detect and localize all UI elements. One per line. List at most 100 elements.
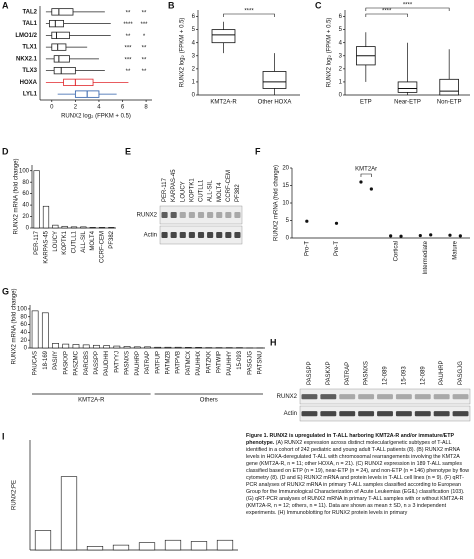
- category-label: PASSPP: [94, 351, 100, 375]
- band: [170, 232, 177, 238]
- significance: ****: [403, 3, 413, 9]
- lane-label: MOLT4: [217, 182, 223, 202]
- lane-label: LOUCY: [180, 181, 186, 202]
- y-tick-label: 2: [192, 66, 196, 72]
- category-label: PAUCAS: [33, 351, 39, 375]
- category-label: PAUHHY: [227, 351, 233, 376]
- panel-letter: A: [2, 0, 9, 10]
- bar: [52, 224, 59, 229]
- caption-title: Figure 1. RUNX2 is upregulated in T-ALL …: [246, 433, 454, 446]
- lane-label: CUTLL1: [199, 179, 205, 202]
- bar: [174, 346, 182, 349]
- group-label: Others: [200, 398, 218, 404]
- category-label: Pro-T: [304, 241, 310, 256]
- bar: [62, 343, 70, 349]
- bar: [133, 346, 141, 349]
- y-tick-label: 80: [20, 314, 27, 320]
- category-label: PATYYJ: [114, 351, 120, 373]
- category-label: Cortical: [393, 241, 399, 261]
- bar: [216, 539, 234, 551]
- y-tick-label: 20: [22, 214, 29, 220]
- point: [305, 219, 309, 223]
- band: [301, 411, 318, 417]
- bar: [144, 346, 151, 349]
- band: [197, 232, 205, 238]
- band: [339, 411, 356, 417]
- row-label: RUNX2: [137, 213, 158, 219]
- bracket: [223, 13, 275, 17]
- y-tick-label: 100: [17, 306, 28, 312]
- category-label: KMT2A-R: [210, 100, 237, 106]
- bar: [70, 226, 78, 229]
- category-label: PATZKK: [206, 351, 212, 373]
- y-tick-label: 4: [192, 40, 196, 46]
- point: [448, 233, 452, 237]
- category-label: HOXA: [20, 80, 38, 86]
- box: [63, 78, 94, 87]
- bar: [82, 344, 90, 349]
- band: [433, 411, 450, 417]
- point: [369, 187, 373, 191]
- band: [225, 232, 232, 238]
- category-label: Mature: [453, 240, 459, 259]
- bar: [190, 541, 208, 551]
- x-tick-label: 6: [121, 105, 125, 111]
- box: [51, 8, 74, 16]
- y-tick-label: 15: [282, 183, 289, 189]
- band: [358, 394, 375, 400]
- point: [458, 234, 462, 238]
- band: [320, 394, 337, 400]
- band: [216, 212, 223, 218]
- y-axis-label: RUNX2 mRNA (fold change): [12, 288, 18, 364]
- category-label: MOLT4: [90, 230, 96, 250]
- panel-letter: B: [168, 0, 175, 10]
- x-tick-label: 0: [50, 105, 54, 111]
- box: [51, 31, 70, 40]
- category-label: TLX3: [22, 68, 37, 74]
- y-tick-label: 0: [192, 93, 196, 99]
- group-label: KMT2A-R: [78, 398, 105, 404]
- band: [234, 232, 241, 238]
- y-tick-label: 0: [24, 346, 28, 352]
- point: [359, 180, 363, 184]
- y-tick-label: 6: [339, 14, 343, 20]
- band: [161, 212, 168, 218]
- box: [49, 19, 64, 28]
- bar: [195, 347, 202, 349]
- lane-label: PASSPP: [307, 361, 313, 385]
- band: [414, 394, 431, 400]
- significance: **: [126, 10, 131, 16]
- lane-label: ALL-SIL: [208, 180, 214, 202]
- bar: [61, 225, 68, 229]
- category-label: PASGJG: [247, 351, 253, 375]
- y-tick-label: 100: [19, 168, 30, 174]
- band: [452, 411, 469, 417]
- box: [262, 71, 287, 89]
- bracket: [365, 7, 450, 11]
- significance: ***: [124, 57, 132, 63]
- blot-frame: [159, 205, 243, 225]
- band: [377, 411, 393, 417]
- band: [358, 411, 375, 417]
- y-tick-label: 40: [20, 330, 27, 336]
- band: [207, 232, 214, 238]
- y-tick-label: 1: [339, 80, 343, 86]
- y-axis-label: RUNX2 log₂ (FPKM + 0.5): [327, 18, 333, 88]
- band: [301, 394, 318, 400]
- bar: [41, 312, 49, 349]
- point: [429, 233, 433, 237]
- band: [179, 212, 186, 218]
- row-label: RUNX2: [277, 394, 298, 400]
- category-label: PF382: [109, 230, 115, 248]
- band: [179, 232, 186, 238]
- category-label: TLX1: [22, 45, 37, 51]
- y-axis-label: RUNX2 mRNA (fold change): [274, 165, 280, 241]
- significance: **: [142, 10, 147, 16]
- category-label: PASZMC: [74, 350, 80, 375]
- band: [320, 411, 337, 417]
- band: [197, 212, 205, 218]
- category-label: KARPAS-45: [44, 230, 50, 263]
- category-label: Pre-T: [334, 241, 340, 256]
